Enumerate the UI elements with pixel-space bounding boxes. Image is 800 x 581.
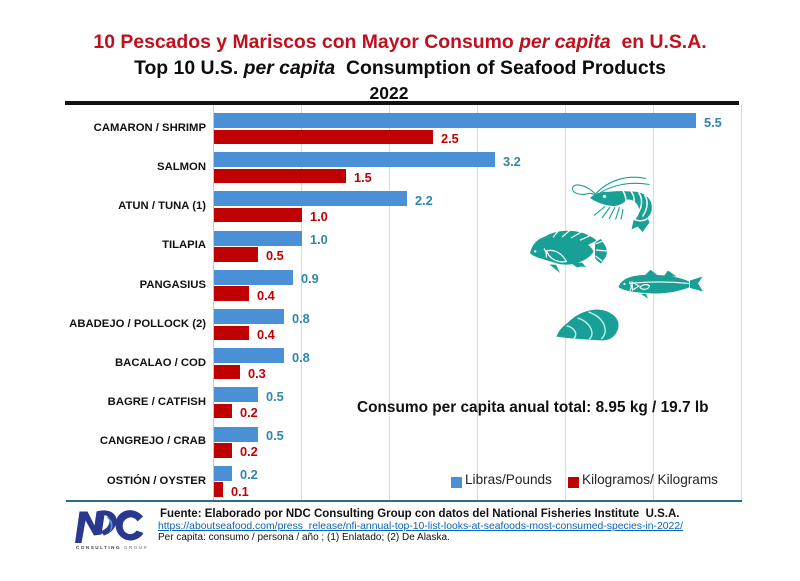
svg-text:CONSULTING GROUP: CONSULTING GROUP <box>76 545 148 550</box>
